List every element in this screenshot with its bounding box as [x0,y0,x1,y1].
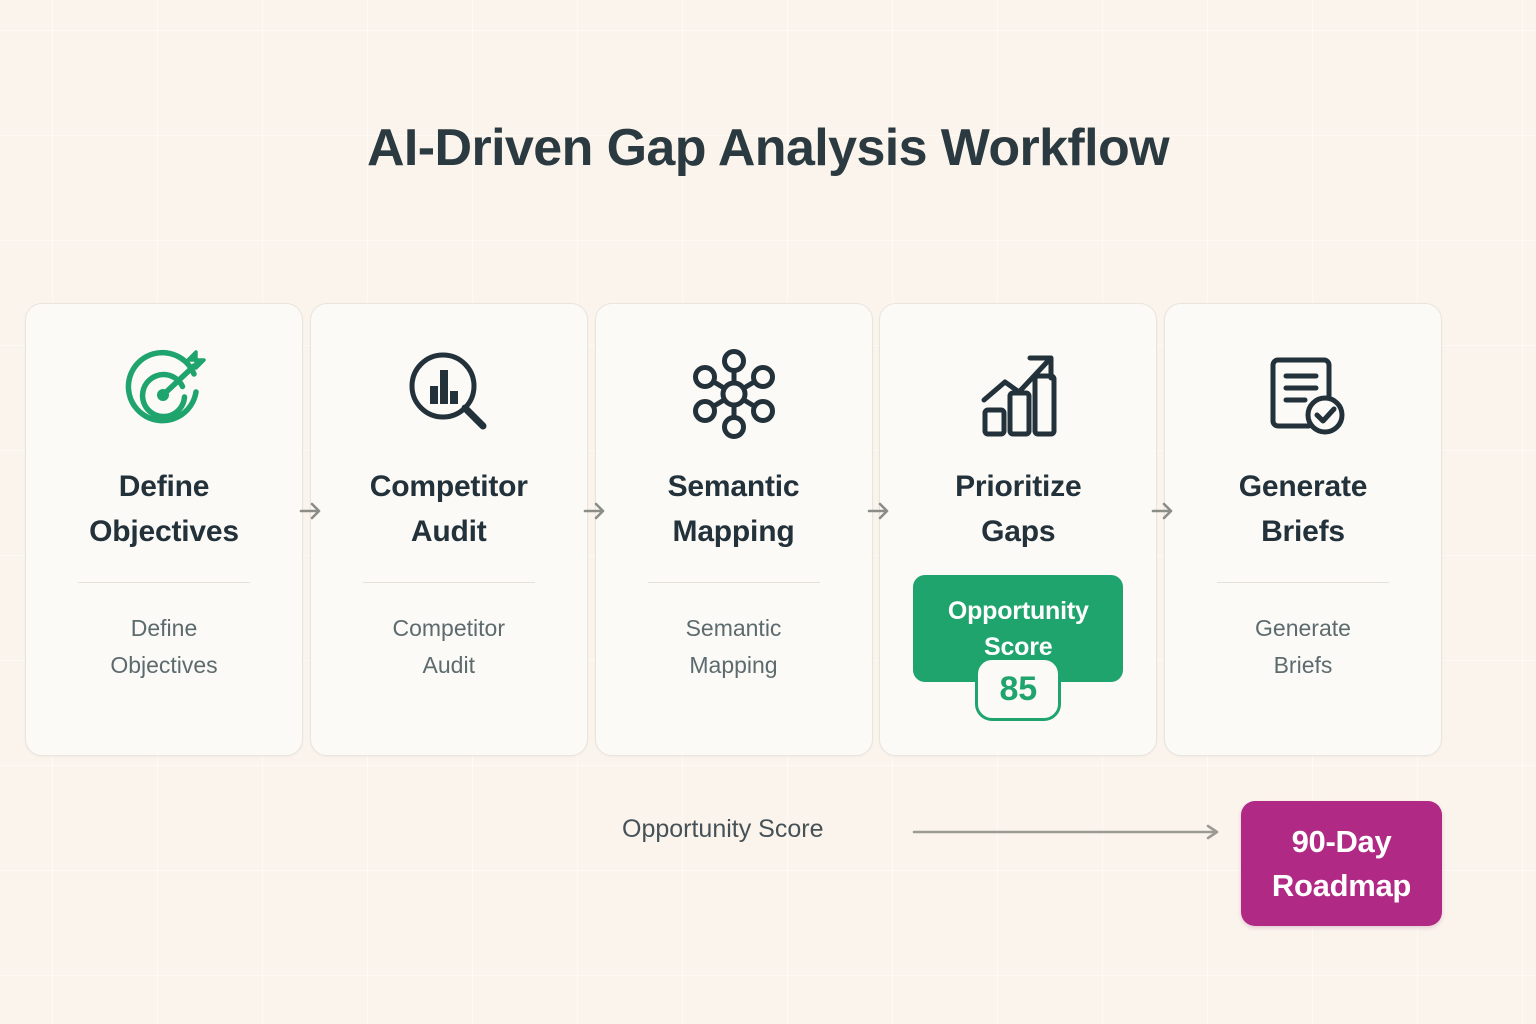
target-icon [116,346,212,442]
arrow-right-icon [866,498,892,524]
step-card-generate-briefs[interactable]: Generate Briefs Generate Briefs [1164,303,1442,756]
opportunity-score-label: Opportunity Score [947,596,1089,661]
step-title: Prioritize Gaps [955,470,1082,548]
magnifier-bar-chart-icon [401,346,497,442]
step-subtitle: Competitor Audit [392,615,505,678]
step-title: Competitor Audit [369,470,528,548]
page-title: AI-Driven Gap Analysis Workflow [366,119,1170,177]
output-badge-roadmap[interactable]: 90-Day Roadmap [1241,801,1442,926]
step-card-define-objectives[interactable]: Define Objectives Define Objectives [25,303,303,756]
step-subtitle: Semantic Mapping [685,615,782,678]
card-divider [78,582,250,583]
long-arrow-right-icon [912,822,1227,842]
output-badge-label: 90-Day Roadmap [1271,823,1412,903]
network-nodes-icon [686,346,782,442]
card-divider [647,582,820,583]
arrow-right-icon [582,498,608,524]
step-card-competitor-audit[interactable]: Competitor Audit Competitor Audit [309,303,588,756]
step-subtitle: Define Objectives [110,615,218,678]
arrow-right-icon [1150,498,1176,524]
opportunity-score-value: 85 [975,657,1062,721]
opportunity-score-badge[interactable]: Opportunity Score 85 [913,575,1124,721]
flow-label-opportunity-score: Opportunity Score [622,815,824,843]
step-title: Semantic Mapping [667,470,800,548]
growth-chart-icon [970,346,1066,442]
step-card-prioritize-gaps[interactable]: Prioritize Gaps Opportunity Score 85 [879,303,1158,756]
workflow-steps-row: Define Objectives Define Objectives Compet… [25,303,1442,756]
card-divider [362,582,535,583]
step-title: Generate Briefs [1238,470,1368,548]
arrow-right-icon [298,498,324,524]
card-divider [1217,582,1389,583]
document-check-icon [1255,346,1351,442]
step-subtitle: Generate Briefs [1255,615,1351,678]
step-title: Define Objectives [89,470,239,548]
step-card-semantic-mapping[interactable]: Semantic Mapping Semantic Mapping [594,303,873,756]
